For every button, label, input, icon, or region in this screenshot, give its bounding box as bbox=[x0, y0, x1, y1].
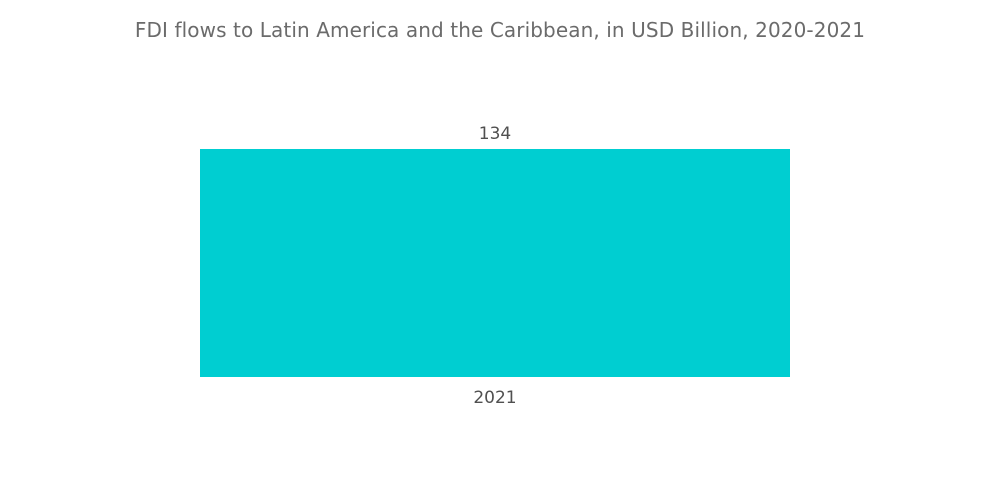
bar-2021 bbox=[200, 149, 790, 377]
x-tick-label-2021: 2021 bbox=[473, 388, 516, 408]
data-label-2021: 134 bbox=[479, 124, 511, 144]
chart-title: FDI flows to Latin America and the Carib… bbox=[134, 18, 866, 42]
